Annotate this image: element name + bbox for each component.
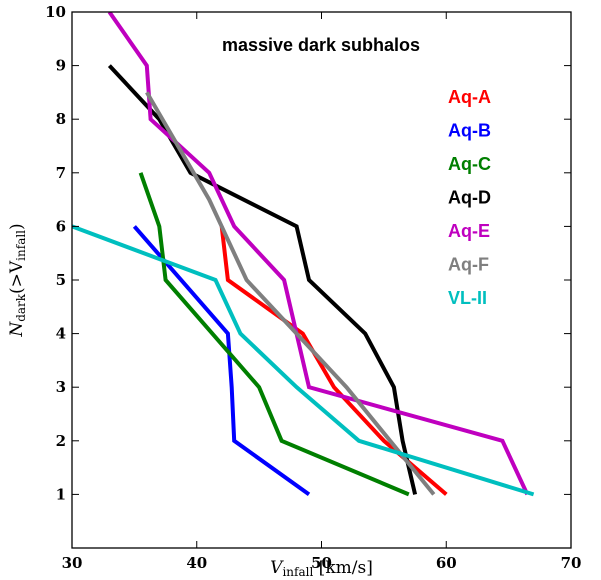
y-tick-label: 4 [56,325,66,343]
x-tick-label: 40 [186,554,207,572]
x-tick-label: 60 [436,554,457,572]
y-tick-label: 3 [56,378,66,396]
x-axis-label: Vinfall [km/s] [270,558,373,579]
x-tick-label: 30 [62,554,83,572]
y-axis-label-end: ) [7,223,27,230]
y-axis-label-mid: (>V [7,260,27,294]
legend-entry-aq-c: Aq-C [448,154,491,174]
y-tick-label: 8 [56,110,66,128]
legend-entry-aq-d: Aq-D [448,188,491,208]
legend-entry-aq-e: Aq-E [448,221,490,241]
x-axis-label-sub: infall [282,565,313,579]
legend: Aq-A Aq-B Aq-C Aq-D Aq-E Aq-F VL-II [448,87,491,308]
series-line-aq-b [132,225,311,497]
legend-entry-aq-b: Aq-B [448,121,491,141]
y-tick-label: 10 [45,3,66,21]
series-line-aq-d [107,64,418,495]
y-tick-label: 1 [56,485,66,503]
x-tick-label: 70 [561,554,582,572]
series-line-aq-c [138,172,410,497]
x-tick-label: 50 [311,554,332,572]
x-axis-label-main: V [270,558,284,578]
ticks-layer: 30 40 50 60 70 1 2 3 4 5 6 7 8 9 10 [45,3,581,572]
y-tick-label: 6 [56,217,66,235]
y-axis-label-main: N [7,321,27,338]
chart-title: massive dark subhalos [222,35,420,55]
y-tick-label: 2 [56,432,66,450]
series-line-aq-e [107,12,530,496]
y-tick-label: 7 [56,164,66,182]
y-axis-label-sub: dark [14,293,28,322]
y-tick-label: 5 [56,271,66,289]
x-axis-label-rest: [km/s] [313,558,373,578]
series-layer [72,12,535,497]
y-tick-label: 9 [56,57,66,75]
series-line-aq-f [145,91,436,496]
series-line-vl-ii [72,224,535,497]
legend-entry-aq-f: Aq-F [448,255,489,275]
y-axis-label-sub2: infall [14,230,28,261]
legend-entry-aq-a: Aq-A [448,87,491,107]
legend-entry-vl-ii: VL-II [448,288,487,308]
y-axis-label: Ndark(>Vinfall) [7,223,28,337]
